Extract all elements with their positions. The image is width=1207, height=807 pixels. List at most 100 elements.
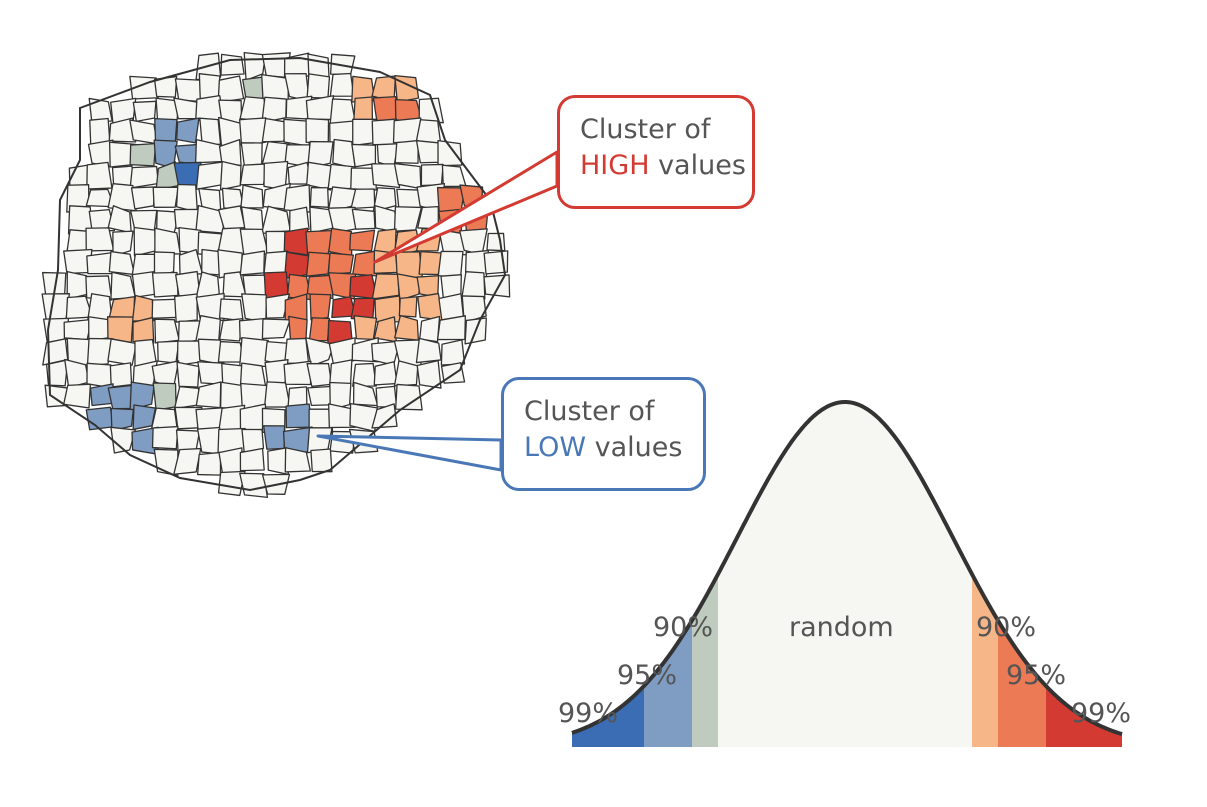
right-95-label: 95% [1006,660,1067,691]
county-126 [85,227,115,252]
map-border [46,56,507,492]
county-72 [129,165,160,189]
county-294 [371,403,398,429]
county-1 [220,53,245,76]
county-265 [63,383,92,409]
low-cluster-callout: Cluster of LOW values [501,377,706,491]
high-callout-rest: values [649,150,746,181]
county-119 [351,208,376,230]
county-277 [329,381,352,411]
low-callout-line1: Cluster of [524,396,655,427]
county-256 [283,360,312,386]
county-116 [289,206,310,234]
county-54 [129,142,157,167]
county-100 [350,188,376,210]
county-170 [151,271,179,298]
county-301 [241,428,265,453]
county-113 [217,205,246,230]
high-99-band [1046,686,1122,747]
county-98 [309,187,330,208]
high-keyword: HIGH [580,150,650,181]
county-85 [420,163,444,187]
county-262 [416,359,442,389]
county-244 [440,339,466,366]
county-38 [129,119,158,145]
county-181 [396,273,422,301]
county-162 [437,250,464,279]
high-95-band [998,620,1046,747]
county-map [41,51,511,499]
county-302 [263,425,286,450]
county-231 [157,340,180,364]
county-22 [132,100,157,123]
random-band [718,402,972,747]
county-220 [353,315,378,341]
county-290 [285,403,313,429]
county-153 [239,250,266,276]
county-16 [329,72,355,97]
county-214 [218,318,244,342]
high-90-band [972,574,998,747]
county-59 [240,142,263,168]
county-40 [176,117,200,144]
county-171 [175,270,201,297]
county-269 [152,382,177,411]
county-210 [132,316,155,344]
county-207 [63,318,93,341]
county-66 [394,139,419,164]
county-83 [371,163,401,189]
county-315 [217,470,246,497]
county-128 [133,226,157,257]
county-271 [195,381,222,409]
county-260 [373,361,398,386]
county-77 [239,163,268,186]
county-76 [219,160,242,191]
county-80 [306,161,333,191]
county-46 [305,117,330,144]
high-callout-line2: HIGH values [580,148,752,184]
county-177 [306,274,334,300]
county-70 [86,161,113,190]
county-310 [218,447,243,476]
county-190 [131,294,155,322]
county-75 [195,161,224,190]
random-label: random [789,612,894,643]
county-314 [310,448,333,473]
county-180 [371,273,400,300]
high-callout-line1: Cluster of [580,114,711,145]
county-31 [329,98,357,125]
county-204 [438,293,465,321]
county-252 [197,361,226,386]
county-127 [112,230,134,257]
low-keyword: LOW [524,432,587,463]
county-295 [110,426,136,454]
county-62 [307,140,334,169]
right-90-label: 90% [976,612,1037,643]
county-147 [108,250,136,276]
left-99-label: 99% [558,698,619,729]
county-90 [130,186,156,210]
low-callout-rest: values [586,432,683,463]
county-238 [305,337,335,367]
county-68 [437,139,463,167]
county-9 [174,78,203,103]
county-251 [176,361,200,388]
county-288 [239,403,267,433]
county-224 [436,315,467,341]
county-316 [239,472,269,499]
left-90-label: 90% [653,612,714,643]
county-245 [45,359,69,387]
county-228 [86,337,114,367]
county-280 [394,383,423,411]
county-156 [305,251,331,277]
county-186 [41,293,71,323]
county-95 [240,184,264,209]
county-201 [374,295,401,323]
high-cluster-callout: Cluster of HIGH values [557,95,755,209]
county-235 [239,337,269,368]
county-192 [174,293,198,323]
low-95-band [644,620,692,747]
county-261 [393,360,419,387]
county-297 [151,425,179,450]
